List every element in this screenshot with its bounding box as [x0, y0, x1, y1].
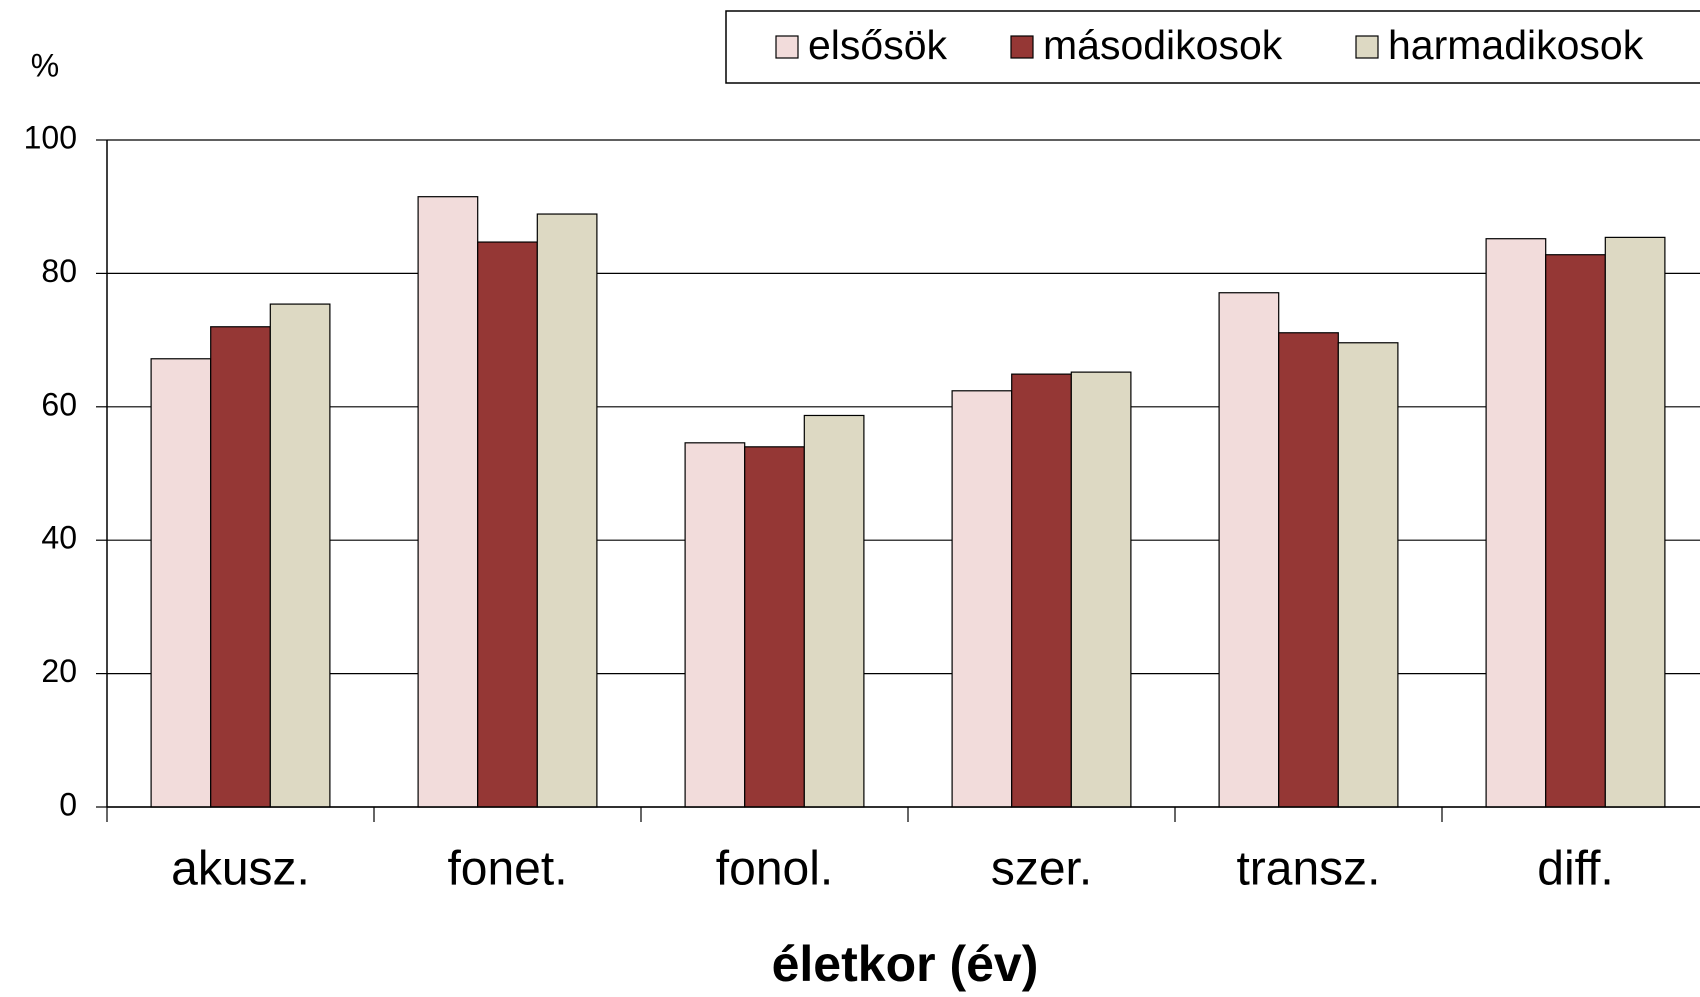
bar — [1485, 238, 1547, 808]
bar — [1011, 373, 1072, 808]
legend-label: másodikosok — [1043, 22, 1283, 68]
y-tick-label: 40 — [41, 520, 77, 556]
bar — [269, 303, 331, 808]
x-tick-label: diff. — [1537, 843, 1614, 896]
legend-label: elsősök — [808, 22, 948, 68]
bar — [150, 358, 212, 808]
bar — [744, 446, 805, 808]
x-tick-label: fonol. — [716, 843, 833, 896]
legend-box — [725, 10, 1700, 84]
x-tick-label: transz. — [1236, 843, 1380, 896]
legend-swatch — [1355, 35, 1379, 59]
y-tick-label: 60 — [41, 386, 77, 422]
bar — [1070, 371, 1132, 808]
bar — [684, 442, 746, 808]
bar — [1337, 342, 1399, 808]
bar — [477, 241, 538, 808]
y-tick-label: 0 — [59, 786, 77, 822]
y-tick-label: 80 — [41, 253, 77, 289]
bar — [803, 414, 865, 808]
legend-swatch — [1010, 35, 1034, 59]
y-tick-label: 100 — [24, 119, 77, 155]
legend-swatch — [775, 35, 799, 59]
x-tick-label: szer. — [991, 843, 1092, 896]
x-tick-label: akusz. — [171, 843, 310, 896]
bar — [417, 196, 479, 808]
bar — [536, 213, 598, 808]
y-tick-label: 20 — [41, 653, 77, 689]
bar — [210, 326, 271, 808]
x-axis-label: életkor (év) — [772, 936, 1039, 992]
bar — [1278, 332, 1339, 808]
legend-label: harmadikosok — [1388, 22, 1644, 68]
y-axis-label: % — [31, 47, 59, 83]
bar — [951, 390, 1013, 808]
bar — [1218, 292, 1280, 808]
bar — [1604, 236, 1666, 808]
x-tick-label: fonet. — [447, 843, 567, 896]
bar — [1545, 254, 1606, 808]
